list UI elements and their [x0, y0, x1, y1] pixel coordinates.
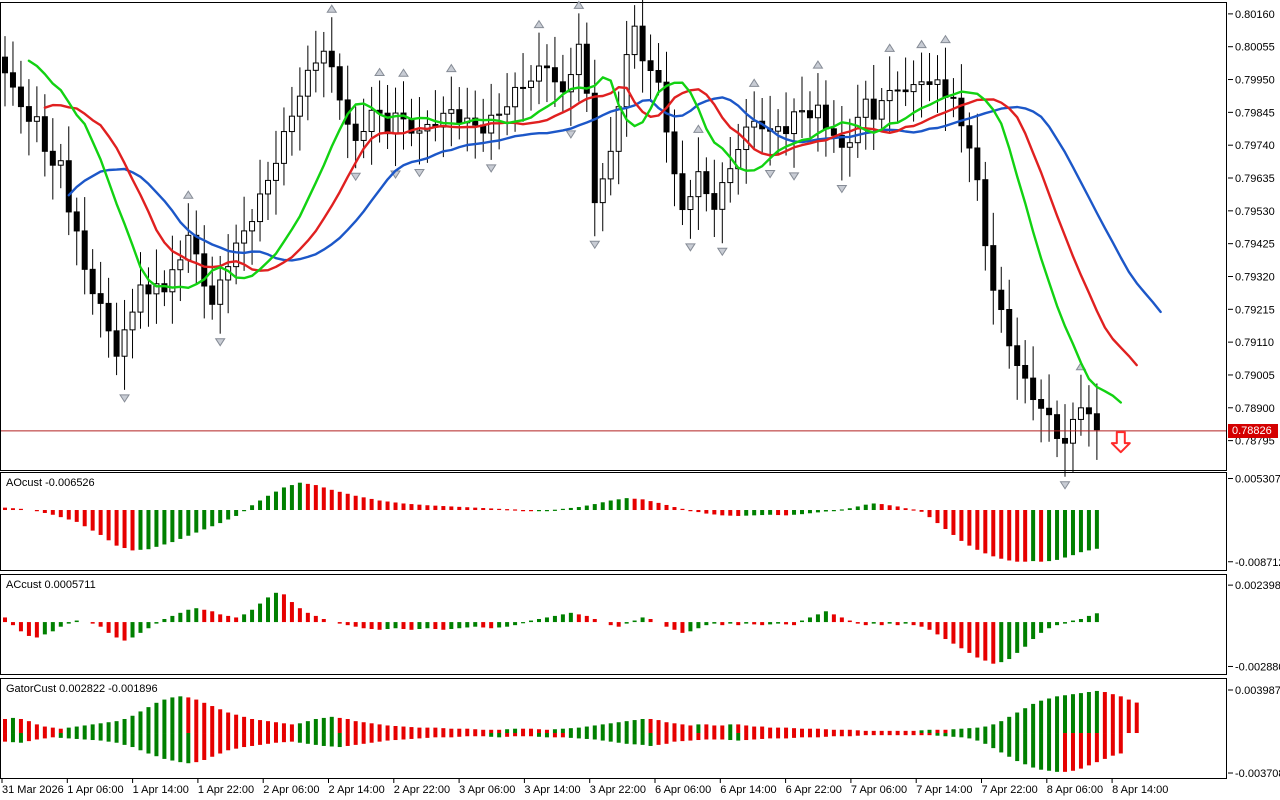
- time-tick-label: 2 Apr 22:00: [394, 784, 450, 796]
- fractal-down-icon: [1059, 481, 1071, 490]
- fractal-down-icon: [685, 243, 696, 252]
- time-tick-label: 8 Apr 14:00: [1112, 784, 1168, 796]
- fractal-up-icon: [748, 78, 760, 87]
- price-tick-label: 0.79845: [1235, 107, 1275, 119]
- fractal-down-icon: [119, 394, 130, 403]
- alligator-lips-line: [27, 59, 1122, 404]
- fractal-up-icon: [326, 4, 338, 13]
- fractal-up-icon: [812, 60, 824, 69]
- fractal-arrows: [119, 0, 1087, 490]
- fractal-up-icon: [692, 124, 704, 133]
- price-tick-label: 0.79215: [1235, 304, 1275, 316]
- fractal-up-icon: [916, 39, 927, 49]
- fractal-down-icon: [565, 130, 577, 139]
- fractal-down-icon: [764, 170, 776, 179]
- time-tick-label: 1 Apr 14:00: [133, 784, 189, 796]
- gator-tick-label: -0.003708: [1235, 768, 1280, 780]
- price-scale[interactable]: 0.80160 0.80055 0.79950 0.79845 0.79740 0.796…: [1228, 9, 1280, 780]
- time-tick-label: 6 Apr 14:00: [720, 784, 776, 796]
- price-pane[interactable]: [0, 2, 1227, 471]
- time-tick-label: 6 Apr 22:00: [786, 784, 842, 796]
- ao-tick-label: -0.008712: [1235, 557, 1280, 569]
- fractal-down-icon: [414, 168, 425, 178]
- ao-tick-label: 0.005307: [1235, 473, 1280, 485]
- fractal-down-icon: [716, 247, 728, 257]
- time-tick-label: 3 Apr 14:00: [524, 784, 580, 796]
- time-tick-label: 6 Apr 06:00: [655, 784, 711, 796]
- time-tick-label: 3 Apr 06:00: [459, 784, 515, 796]
- price-tick-label: 0.79950: [1235, 75, 1275, 87]
- gator-indicator-label: GatorCust 0.002822 -0.001896: [6, 683, 158, 695]
- time-scale[interactable]: 31 Mar 2026 1 Apr 06:00 1 Apr 14:00 1 Apr 2…: [1, 778, 1168, 796]
- ac-pane[interactable]: [0, 574, 1227, 675]
- fractal-down-icon: [836, 184, 848, 194]
- gator-tick-label: 0.003987: [1235, 685, 1280, 697]
- price-tick-label: 0.79635: [1235, 173, 1275, 185]
- time-tick-label: 31 Mar 2026: [2, 784, 64, 796]
- gator-lower-histogram: [3, 733, 1123, 772]
- fractal-down-icon: [485, 164, 497, 173]
- gator-upper-histogram: [3, 690, 1139, 734]
- price-tick-label: 0.79110: [1235, 337, 1274, 349]
- price-tick-label: 0.78900: [1235, 403, 1275, 415]
- ac-tick-label: 0.0023983: [1235, 580, 1280, 592]
- ac-tick-label: -0.0028809: [1235, 661, 1280, 673]
- price-tick-label: 0.80160: [1235, 9, 1275, 21]
- time-tick-label: 1 Apr 22:00: [198, 784, 254, 796]
- ac-indicator-label: ACcust 0.0005711: [6, 579, 96, 591]
- fractal-up-icon: [533, 19, 545, 29]
- price-tick-label: 0.79320: [1235, 271, 1275, 283]
- current-price-badge: 0.78826: [1228, 424, 1278, 438]
- price-tick-label: 0.79425: [1235, 239, 1275, 251]
- fractal-up-icon: [884, 43, 896, 52]
- fractal-down-icon: [788, 172, 800, 181]
- time-tick-label: 2 Apr 14:00: [329, 784, 385, 796]
- time-tick-label: 2 Apr 06:00: [263, 784, 319, 796]
- price-tick-label: 0.80055: [1235, 42, 1275, 54]
- fractal-down-icon: [214, 338, 226, 347]
- time-tick-label: 7 Apr 06:00: [851, 784, 907, 796]
- time-tick-label: 8 Apr 06:00: [1047, 784, 1103, 796]
- fractal-up-icon: [445, 63, 457, 73]
- fractal-up-icon: [374, 67, 386, 76]
- ao-histogram: [3, 482, 1099, 562]
- price-tick-label: 0.79530: [1235, 206, 1275, 218]
- time-tick-label: 3 Apr 22:00: [590, 784, 646, 796]
- time-tick-label: 1 Apr 06:00: [67, 784, 123, 796]
- price-tick-label: 0.79740: [1235, 140, 1275, 152]
- alligator-teeth-line: [43, 86, 1138, 367]
- sell-signal-arrow-icon: [1110, 431, 1131, 454]
- time-tick-label: 7 Apr 22:00: [982, 784, 1038, 796]
- price-tick-label: 0.78795: [1235, 436, 1275, 448]
- fractal-up-icon: [573, 0, 585, 9]
- fractal-up-icon: [398, 68, 409, 77]
- ac-histogram: [3, 592, 1099, 664]
- fractal-up-icon: [940, 34, 951, 44]
- time-tick-label: 7 Apr 14:00: [916, 784, 972, 796]
- fractal-down-icon: [589, 240, 601, 250]
- fractal-up-icon: [182, 190, 194, 199]
- price-tick-label: 0.79005: [1235, 370, 1275, 382]
- fractal-down-icon: [350, 172, 362, 182]
- alligator-jaw-line: [67, 96, 1162, 314]
- ao-indicator-label: AOcust -0.006526: [6, 477, 95, 489]
